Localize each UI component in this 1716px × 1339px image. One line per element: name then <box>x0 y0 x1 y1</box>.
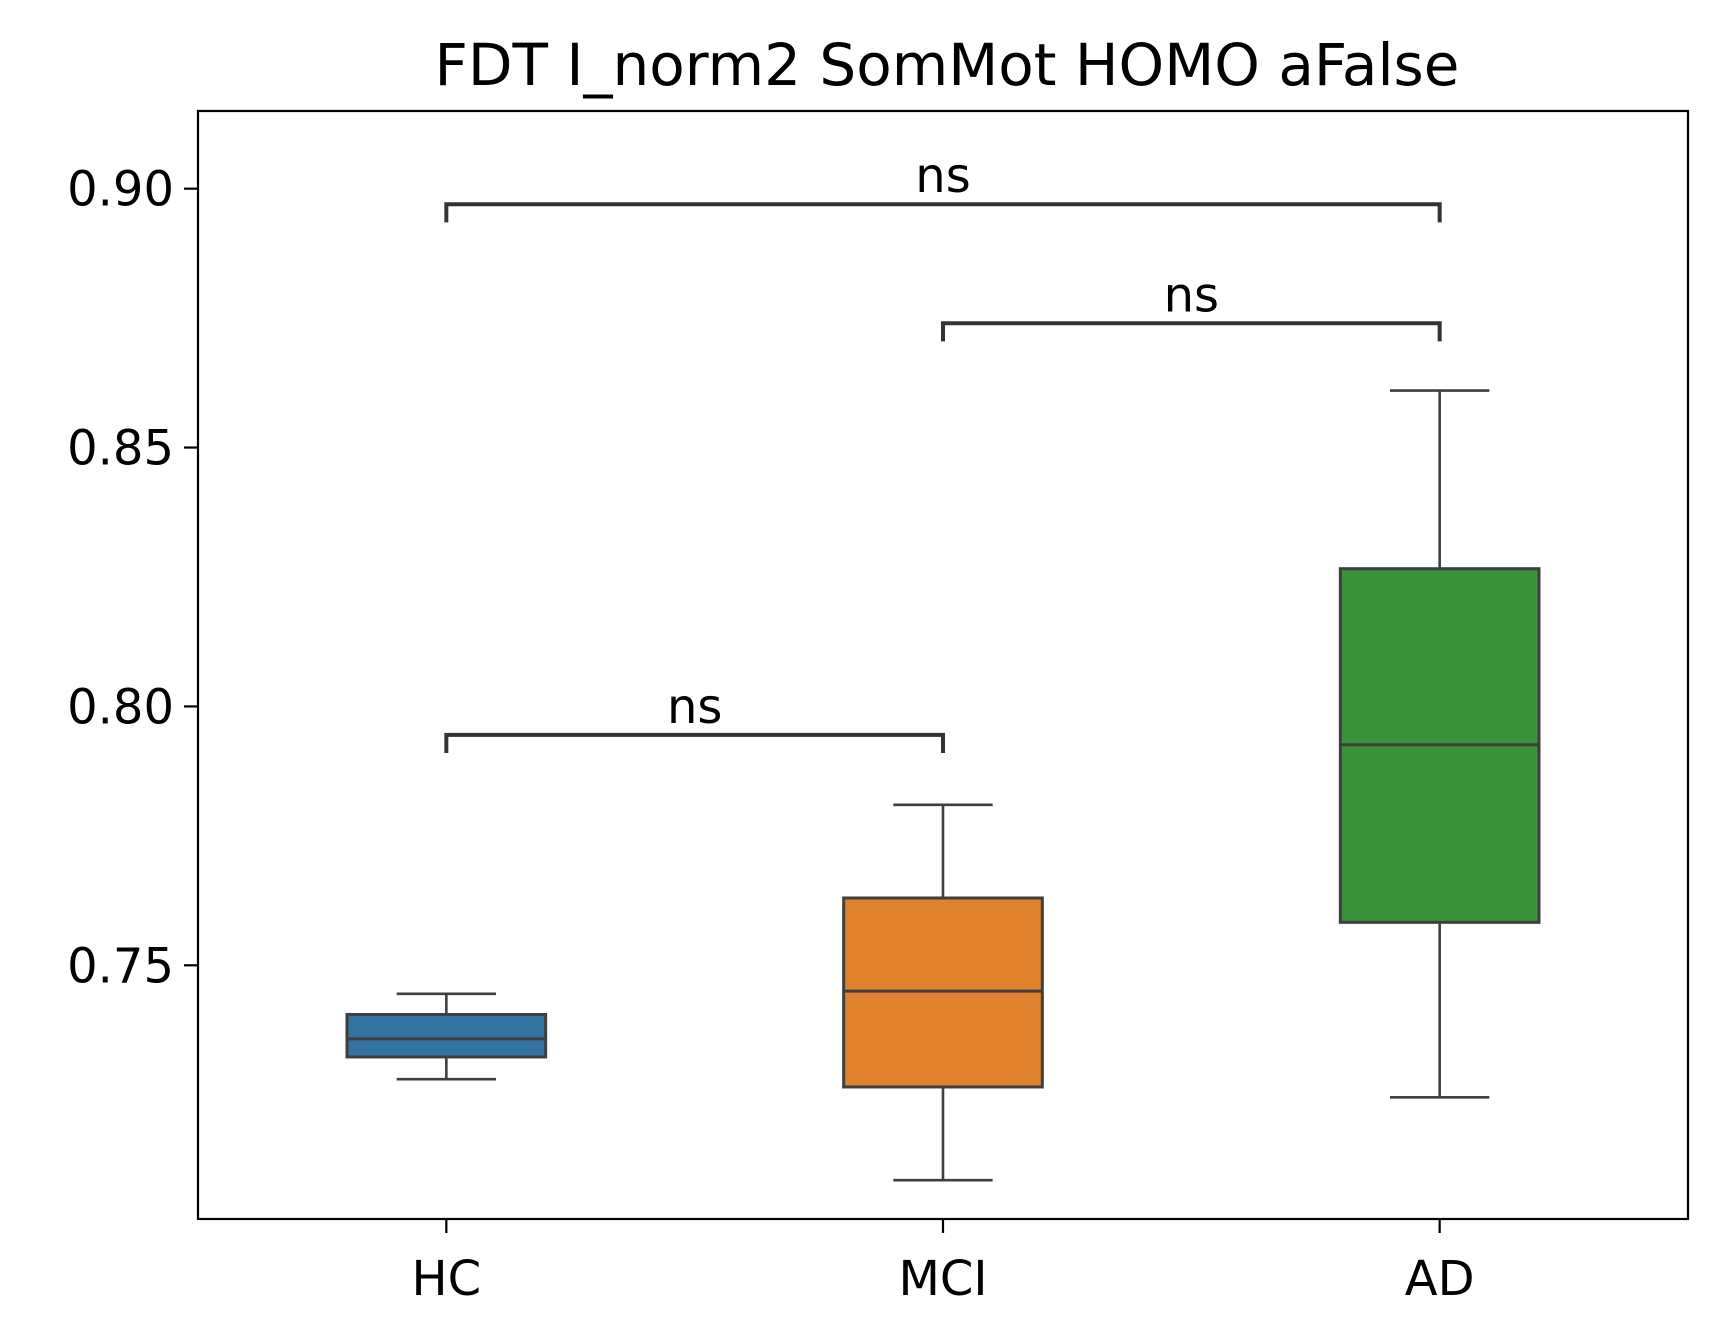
significance-bracket: ns <box>444 679 945 754</box>
bracket-line <box>444 202 1442 223</box>
chart-title: FDT I_norm2 SomMot HOMO aFalse <box>435 31 1460 99</box>
x-axis: HC MCI AD <box>412 1219 1475 1307</box>
y-tick-label: 0.90 <box>67 162 174 218</box>
box-ad <box>1338 389 1541 1099</box>
x-tick-label: HC <box>412 1251 482 1307</box>
y-tick-label: 0.85 <box>67 421 174 477</box>
significance-annotations: ns ns ns <box>444 148 1442 754</box>
significance-label: ns <box>667 679 722 735</box>
box-hc <box>345 992 548 1081</box>
significance-bracket: ns <box>444 148 1442 223</box>
significance-label: ns <box>1164 267 1219 323</box>
box-body-hc <box>345 1012 548 1059</box>
plot-area <box>345 389 1541 1182</box>
x-tick-label: AD <box>1405 1251 1475 1307</box>
y-axis: 0.75 0.80 0.85 0.90 <box>67 162 198 994</box>
y-tick-label: 0.80 <box>67 679 174 735</box>
y-tick-label: 0.75 <box>67 938 174 994</box>
box-mci <box>842 803 1044 1182</box>
bracket-line <box>444 732 945 754</box>
x-tick-label: MCI <box>898 1251 987 1307</box>
significance-bracket: ns <box>941 267 1442 342</box>
bracket-line <box>941 321 1442 342</box>
significance-label: ns <box>915 148 970 204</box>
